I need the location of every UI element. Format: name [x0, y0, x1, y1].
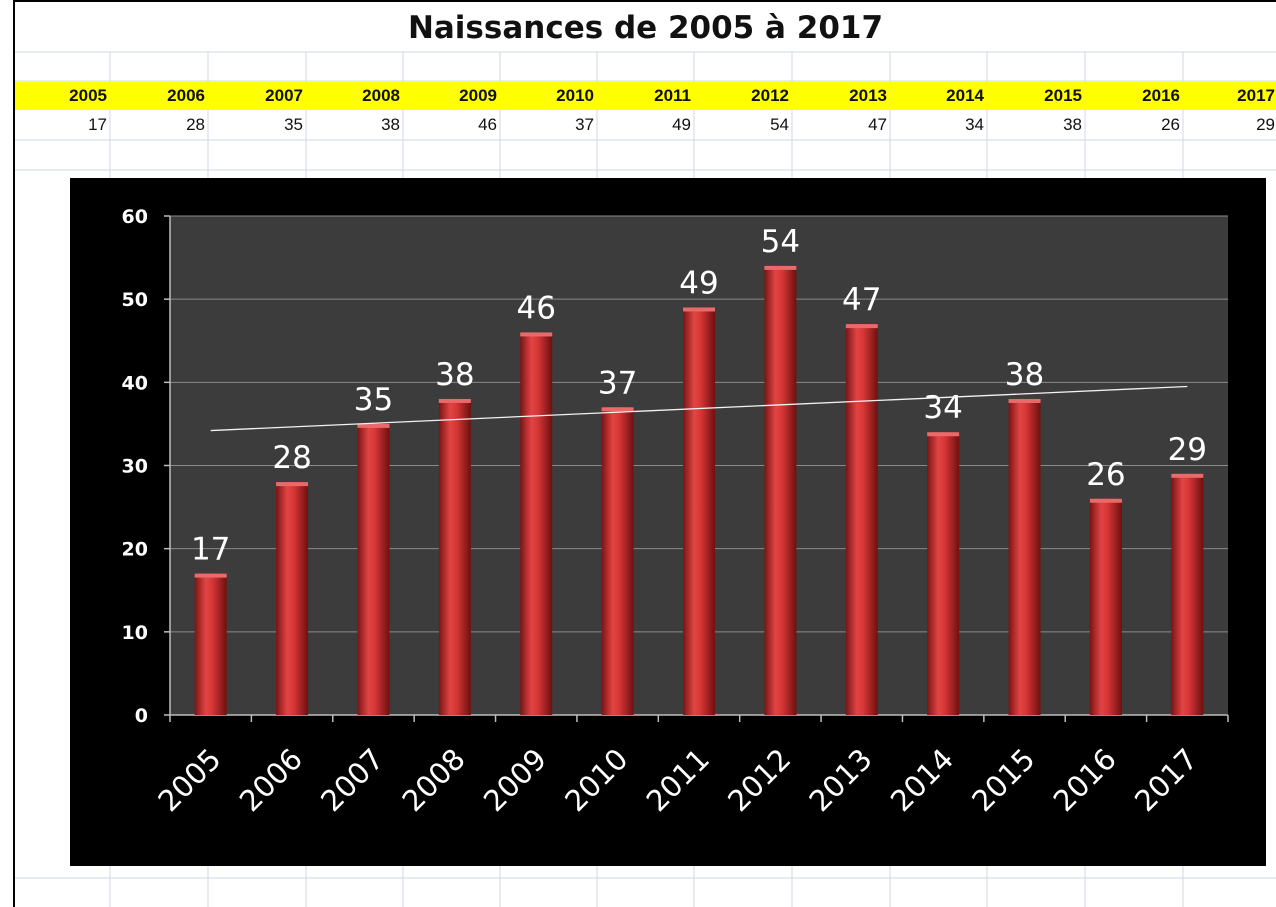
bar: [357, 423, 390, 715]
y-tick-label: 10: [122, 622, 148, 644]
data-label: 49: [679, 265, 718, 301]
x-tick-label: 2014: [884, 742, 960, 818]
data-label: 34: [923, 390, 962, 426]
x-tick-label: 2012: [721, 742, 797, 818]
bar: [845, 324, 878, 715]
bar-cap: [845, 324, 878, 329]
bar-cap: [1089, 498, 1122, 503]
year-cell[interactable]: 2015: [1044, 86, 1082, 105]
data-label: 47: [842, 282, 881, 318]
value-cell[interactable]: 35: [284, 115, 303, 134]
x-tick-label: 2013: [802, 742, 878, 818]
data-label: 38: [1005, 357, 1044, 393]
y-tick-label: 30: [122, 456, 148, 478]
bar: [194, 573, 227, 715]
trend-line: [210, 385, 1188, 432]
bar: [927, 432, 960, 715]
data-label: 35: [354, 382, 393, 418]
year-cell[interactable]: 2014: [946, 86, 984, 105]
x-tick-label: 2007: [314, 742, 390, 818]
value-cell[interactable]: 26: [1161, 115, 1180, 134]
bar-cap: [1008, 398, 1041, 403]
value-cell[interactable]: 46: [478, 115, 497, 134]
bar-cap: [194, 573, 227, 578]
value-cell[interactable]: 47: [868, 115, 887, 134]
bar: [520, 332, 553, 715]
year-cell[interactable]: 2009: [459, 86, 497, 105]
value-cell[interactable]: 29: [1256, 115, 1275, 134]
value-cell[interactable]: 28: [186, 115, 205, 134]
data-label: 37: [598, 365, 637, 401]
bar: [1089, 498, 1122, 715]
chart-area: 0 10 20 30 40 50 60 17 2005 28 2006 35 2007 38 2008 46 2…: [70, 178, 1266, 866]
bar: [438, 398, 471, 715]
bar-cap: [1171, 473, 1204, 478]
y-tick-label: 50: [122, 289, 148, 311]
x-tick-label: 2011: [640, 742, 716, 818]
year-cell[interactable]: 2010: [556, 86, 594, 105]
bar-cap: [683, 307, 715, 312]
x-tick-label: 2008: [396, 742, 472, 818]
y-tick-label: 0: [135, 705, 148, 727]
sheet-left-border: [13, 0, 15, 907]
y-tick-label: 60: [122, 206, 148, 228]
year-cell[interactable]: 2011: [654, 86, 691, 105]
bar: [276, 482, 309, 715]
bar: [764, 265, 797, 715]
x-tick-label: 2006: [233, 742, 309, 818]
y-tick-label: 40: [122, 372, 148, 394]
bar-cap: [520, 332, 553, 337]
year-cell[interactable]: 2005: [69, 86, 107, 105]
value-cell[interactable]: 54: [770, 115, 789, 134]
data-label: 29: [1168, 432, 1207, 468]
data-label: 46: [517, 290, 556, 326]
bar-cap: [276, 482, 309, 487]
x-tick-label: 2016: [1047, 742, 1123, 818]
bar-cap: [357, 423, 390, 428]
bar-chart: 0 10 20 30 40 50 60 17 2005 28 2006 35 2007 38 2008 46 2…: [122, 206, 1229, 818]
year-cell[interactable]: 2007: [265, 86, 303, 105]
year-cell[interactable]: 2012: [751, 86, 789, 105]
sheet-top-border: [13, 0, 1276, 2]
data-label: 28: [272, 440, 311, 476]
year-cell[interactable]: 2008: [362, 86, 400, 105]
data-label: 38: [435, 357, 474, 393]
value-cell[interactable]: 38: [1063, 115, 1082, 134]
year-cell[interactable]: 2013: [849, 86, 887, 105]
value-cell[interactable]: 38: [381, 115, 400, 134]
bar-cap: [764, 265, 797, 270]
x-tick-label: 2017: [1128, 742, 1204, 818]
data-label: 26: [1086, 457, 1125, 493]
y-tick-label: 20: [122, 539, 148, 561]
bar: [683, 307, 715, 715]
sheet-title: Naissances de 2005 à 2017: [407, 10, 884, 46]
year-cell[interactable]: 2016: [1142, 86, 1180, 105]
year-cell[interactable]: 2017: [1237, 86, 1275, 105]
year-header-band: [15, 82, 1276, 110]
data-label: 17: [191, 532, 230, 568]
data-label: 54: [761, 224, 800, 260]
value-cell[interactable]: 37: [575, 115, 594, 134]
value-cell[interactable]: 34: [965, 115, 984, 134]
x-tick-label: 2015: [965, 742, 1041, 818]
bar-cap: [601, 407, 634, 412]
year-cell[interactable]: 2006: [167, 86, 205, 105]
bar-cap: [927, 432, 960, 437]
bar: [1171, 473, 1204, 715]
value-cell[interactable]: 17: [88, 115, 107, 134]
value-cell[interactable]: 49: [672, 115, 691, 134]
bar: [1008, 398, 1041, 715]
x-tick-label: 2010: [558, 742, 634, 818]
bar-cap: [438, 398, 471, 403]
bar: [601, 407, 634, 715]
x-tick-label: 2009: [477, 742, 553, 818]
x-tick-label: 2005: [151, 742, 227, 818]
